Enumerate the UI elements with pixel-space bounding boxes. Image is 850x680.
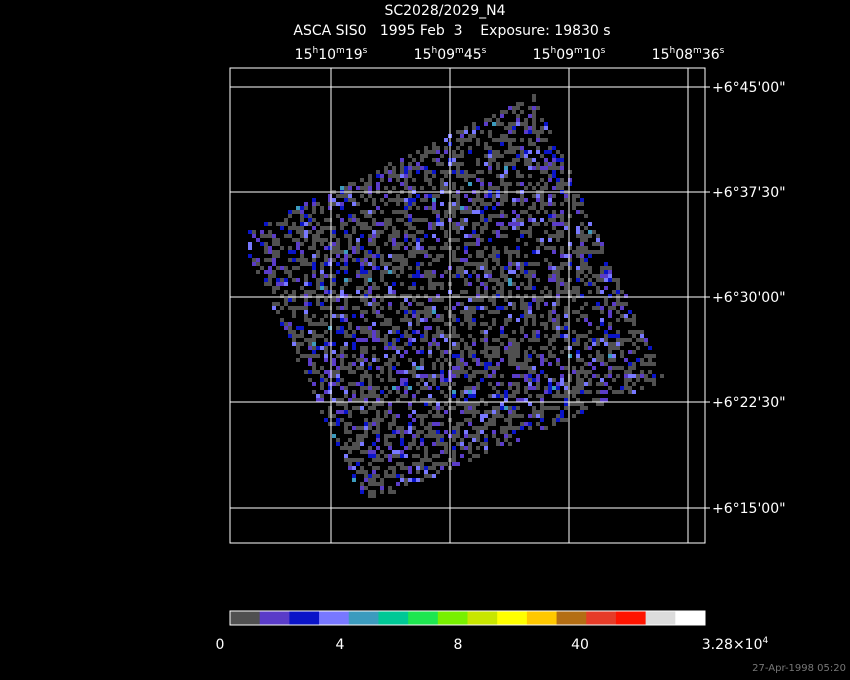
ra-label-part: 10 [583, 47, 601, 63]
colorbar-swatch [437, 611, 468, 625]
ra-label-part: 15 [414, 47, 432, 63]
colorbar-label: 3.28×104 [702, 636, 769, 653]
dec-label: +6°45'00" [712, 80, 786, 96]
ra-label-part: s [482, 46, 487, 56]
ra-label-part: m [336, 46, 345, 56]
colorbar-swatch [526, 611, 558, 625]
colorbar-swatch [319, 611, 350, 625]
colorbar-swatch [645, 611, 676, 625]
ra-label-part: 09 [437, 47, 455, 63]
ra-label: 15h08m36s [652, 46, 725, 63]
colorbar-label-part: 0 [216, 637, 225, 653]
colorbar-swatch [378, 611, 409, 625]
colorbar-frame [229, 610, 706, 626]
ra-label-part: 09 [556, 47, 574, 63]
frame [229, 67, 706, 544]
colorbar-label: 40 [571, 637, 589, 653]
ra-label-part: m [455, 46, 464, 56]
colorbar-label-part: 4 [762, 636, 768, 646]
timestamp: 27-Apr-1998 05:20 [752, 663, 846, 674]
dec-label: +6°15'00" [712, 501, 786, 517]
dec-label: +6°22'30" [712, 395, 786, 411]
colorbar-swatch [259, 611, 290, 625]
ra-label-part: 15 [652, 47, 670, 63]
ra-label-part: s [363, 46, 368, 56]
ra-label-part: 36 [702, 47, 720, 63]
ra-label: 15h09m45s [414, 46, 487, 63]
exposure-pixels [248, 122, 644, 482]
colorbar-label: 8 [454, 637, 463, 653]
colorbar-swatch [615, 611, 647, 625]
title: SC2028/2029_N4 [384, 3, 505, 19]
ra-label-part: h [312, 46, 318, 56]
ra-label-part: 15 [533, 47, 551, 63]
ra-label-part: h [669, 46, 675, 56]
colorbar-swatch [289, 611, 320, 625]
colorbar-swatch [497, 611, 528, 625]
colorbar-label-part: 3.28×10 [702, 637, 763, 653]
ra-label: 15h10m19s [295, 46, 368, 63]
colorbar-swatch [467, 611, 498, 625]
colorbar-swatch [230, 611, 261, 625]
ra-label-part: 10 [318, 47, 336, 63]
ra-label-part: s [601, 46, 606, 56]
subtitle: ASCA SIS0 1995 Feb 3 Exposure: 19830 s [293, 23, 610, 39]
colorbar-label: 0 [216, 637, 225, 653]
colorbar-label-part: 4 [336, 637, 345, 653]
colorbar-swatch [408, 611, 439, 625]
ra-label-part: h [550, 46, 556, 56]
exposure-pixels [248, 122, 656, 494]
ra-label-part: h [431, 46, 437, 56]
colorbar-label-part: 8 [454, 637, 463, 653]
colorbar-label-part: 40 [571, 637, 589, 653]
ra-label-part: 45 [464, 47, 482, 63]
colorbar-label: 4 [336, 637, 345, 653]
dec-label: +6°30'00" [712, 290, 786, 306]
ra-label-part: 19 [345, 47, 363, 63]
ra-label-part: s [720, 46, 725, 56]
ra-label-part: m [693, 46, 702, 56]
ra-label-part: 08 [675, 47, 693, 63]
colorbar-swatch [348, 611, 379, 625]
dec-label: +6°37'30" [712, 185, 786, 201]
ra-label-part: 15 [295, 47, 313, 63]
colorbar-swatch [556, 611, 587, 625]
colorbar-swatch [675, 611, 706, 625]
colorbar-swatch [586, 611, 617, 625]
ra-label-part: m [574, 46, 583, 56]
exposure-pixels [252, 94, 664, 498]
ra-label: 15h09m10s [533, 46, 606, 63]
exposure-map [248, 94, 664, 498]
